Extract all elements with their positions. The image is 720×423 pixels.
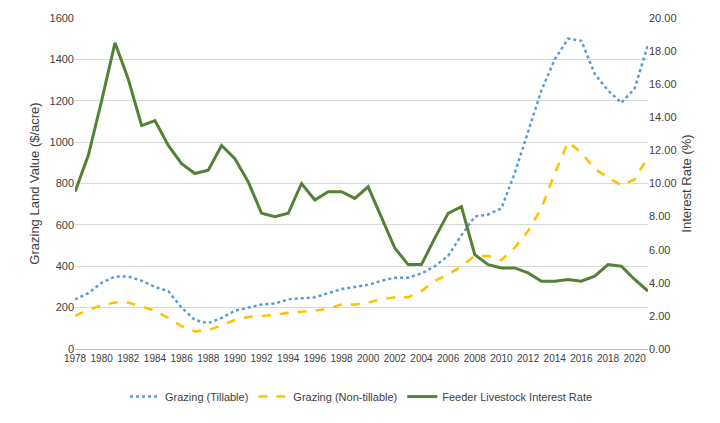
svg-text:Interest Rate (%): Interest Rate (%)	[679, 134, 694, 232]
svg-text:10.00: 10.00	[649, 177, 677, 189]
svg-text:1400: 1400	[50, 53, 74, 65]
svg-text:1994: 1994	[277, 353, 300, 364]
svg-text:6.00: 6.00	[649, 244, 670, 256]
svg-text:1984: 1984	[144, 353, 167, 364]
svg-text:12.00: 12.00	[649, 144, 677, 156]
svg-text:2.00: 2.00	[649, 310, 670, 322]
svg-text:2012: 2012	[517, 353, 540, 364]
svg-text:1600: 1600	[50, 12, 74, 24]
svg-text:1990: 1990	[224, 353, 247, 364]
svg-text:200: 200	[56, 301, 74, 313]
svg-text:Grazing (Non-tillable): Grazing (Non-tillable)	[293, 391, 397, 403]
svg-text:2010: 2010	[490, 353, 513, 364]
svg-text:600: 600	[56, 219, 74, 231]
svg-text:18.00: 18.00	[649, 45, 677, 57]
svg-text:2006: 2006	[437, 353, 460, 364]
svg-text:2018: 2018	[597, 353, 620, 364]
svg-text:2004: 2004	[410, 353, 433, 364]
svg-text:1980: 1980	[91, 353, 114, 364]
svg-text:Grazing Land Value ($/acre): Grazing Land Value ($/acre)	[27, 102, 42, 264]
svg-text:1988: 1988	[197, 353, 220, 364]
svg-text:16.00: 16.00	[649, 78, 677, 90]
svg-text:2008: 2008	[464, 353, 487, 364]
svg-text:2014: 2014	[544, 353, 567, 364]
svg-text:1986: 1986	[170, 353, 193, 364]
svg-text:2002: 2002	[384, 353, 407, 364]
svg-text:1992: 1992	[250, 353, 273, 364]
svg-text:1200: 1200	[50, 95, 74, 107]
svg-text:2016: 2016	[570, 353, 593, 364]
svg-text:Feeder Livestock Interest Rate: Feeder Livestock Interest Rate	[442, 391, 592, 403]
svg-text:1982: 1982	[117, 353, 140, 364]
svg-text:2000: 2000	[357, 353, 380, 364]
svg-text:1000: 1000	[50, 136, 74, 148]
svg-text:400: 400	[56, 260, 74, 272]
svg-text:20.00: 20.00	[649, 12, 677, 24]
svg-text:800: 800	[56, 177, 74, 189]
svg-text:1978: 1978	[64, 353, 87, 364]
svg-text:2020: 2020	[624, 353, 647, 364]
svg-text:8.00: 8.00	[649, 210, 670, 222]
svg-text:14.00: 14.00	[649, 111, 677, 123]
svg-text:1996: 1996	[304, 353, 327, 364]
svg-text:1998: 1998	[330, 353, 353, 364]
svg-text:0.00: 0.00	[649, 343, 670, 355]
svg-text:4.00: 4.00	[649, 277, 670, 289]
svg-text:Grazing (Tillable): Grazing (Tillable)	[165, 391, 248, 403]
svg-text:0: 0	[68, 343, 74, 355]
